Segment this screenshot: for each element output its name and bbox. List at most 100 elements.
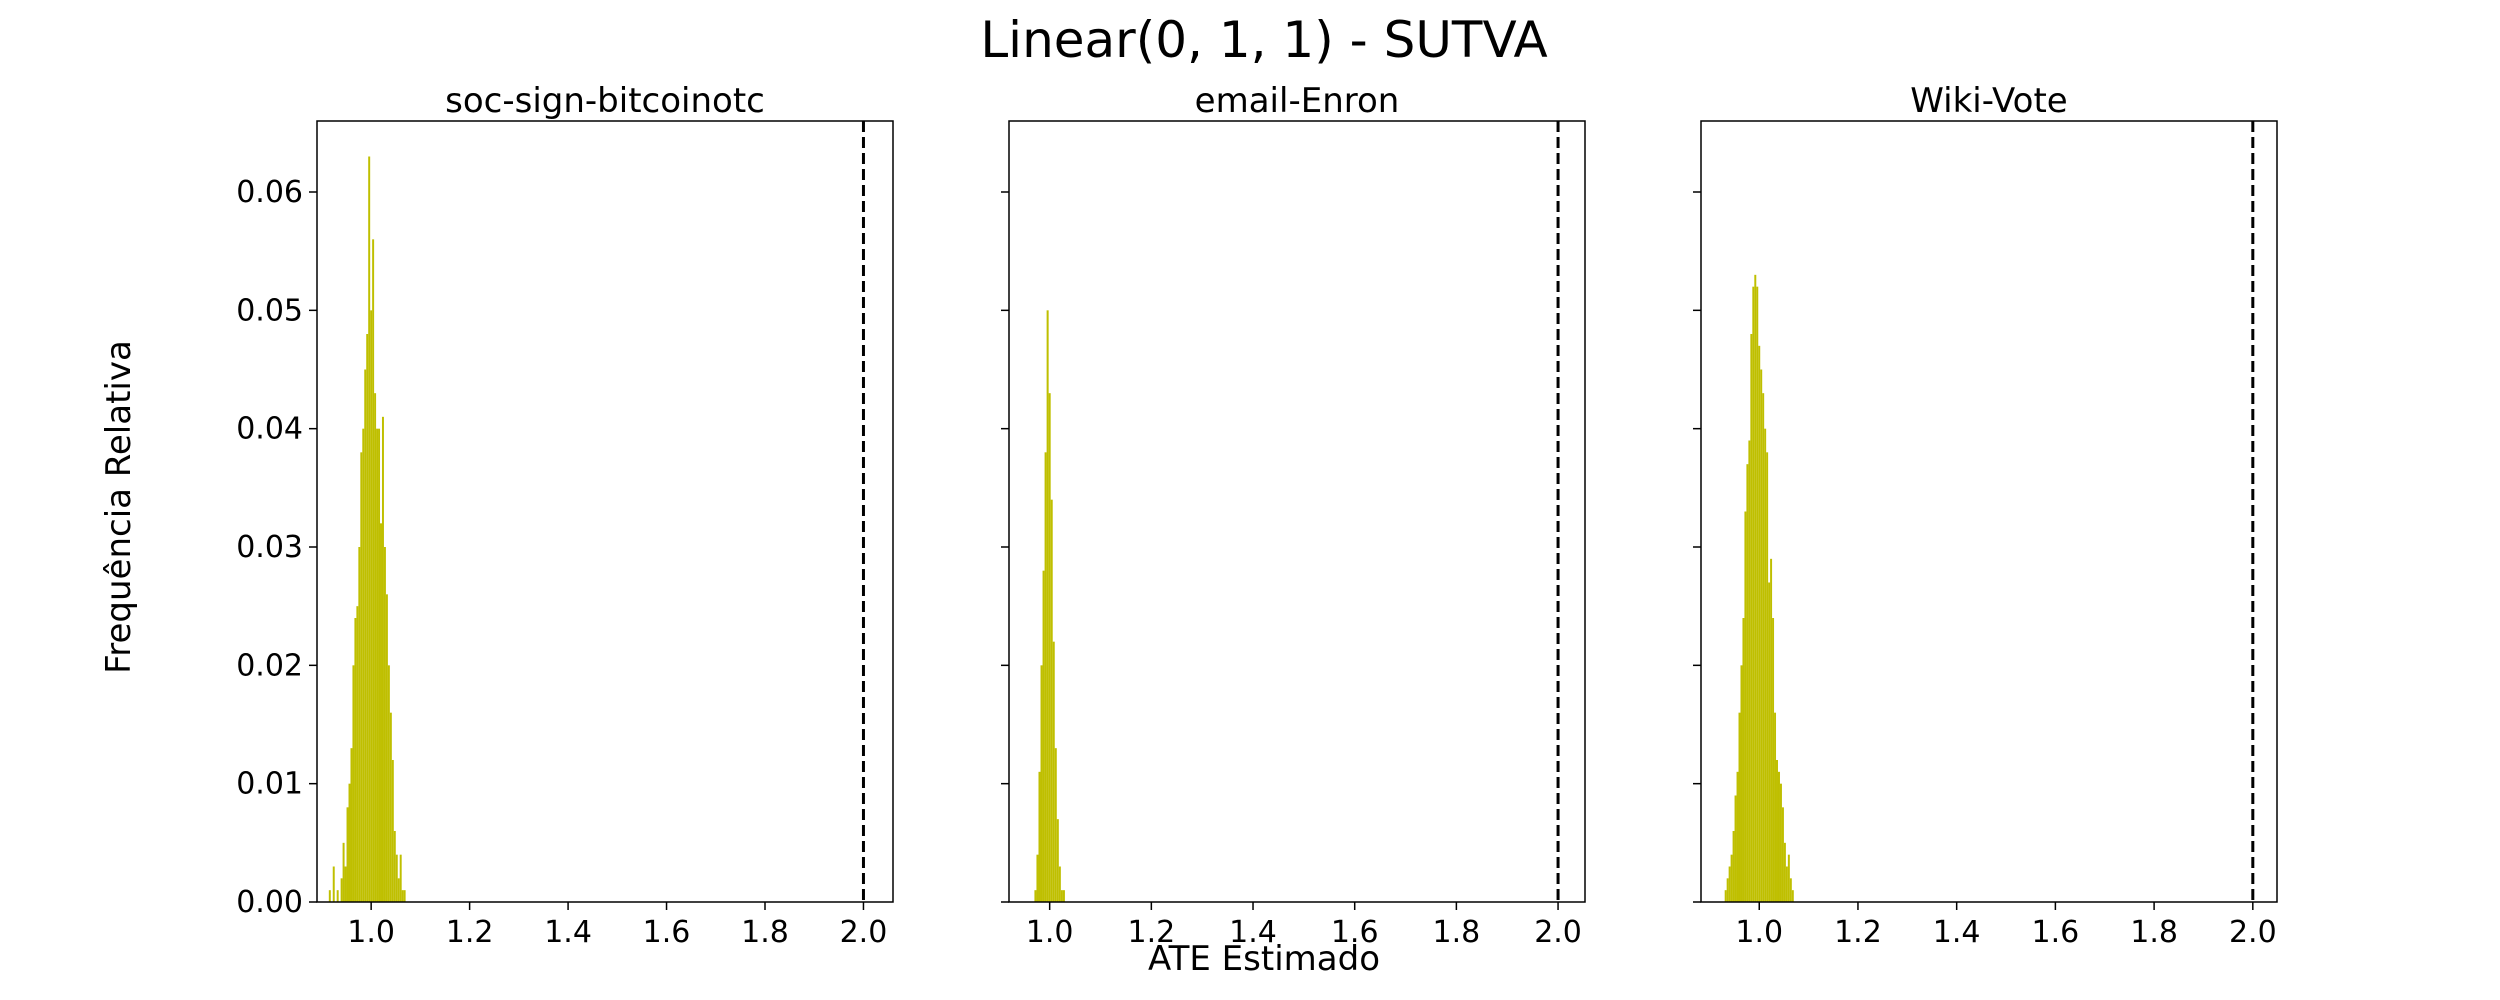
histogram-bar	[1770, 558, 1773, 902]
y-tick-label: 0.02	[236, 648, 303, 683]
histogram-bar	[1740, 665, 1743, 902]
y-axis-label: Frequência Relativa	[99, 340, 139, 674]
histogram-bar	[1048, 393, 1051, 902]
histogram-bar	[387, 665, 390, 902]
histogram-bar	[1728, 866, 1731, 902]
histogram-bar	[1762, 393, 1765, 902]
axes-frame	[1700, 120, 2278, 903]
subplot-title: Wiki-Vote	[1910, 81, 2067, 121]
histogram-bar	[397, 878, 400, 902]
histogram-bar	[1054, 748, 1057, 902]
histogram-bar	[1046, 310, 1049, 903]
histogram-bar	[1752, 286, 1755, 902]
histogram-bar	[1756, 286, 1759, 902]
histogram-bar	[368, 156, 371, 902]
histogram-bar	[336, 890, 339, 902]
histogram-bar	[1746, 464, 1749, 902]
histogram-bar	[1034, 890, 1037, 902]
histogram-bar	[376, 428, 379, 902]
histogram-bar	[1768, 582, 1771, 902]
y-tick-label: 0.00	[236, 885, 303, 920]
histogram-bar	[1732, 831, 1735, 902]
histogram-bar	[358, 547, 361, 902]
histogram-bar	[1787, 854, 1790, 902]
histogram-bar	[332, 866, 335, 902]
histogram-bar	[1750, 334, 1753, 902]
histogram-bars	[1034, 310, 1065, 903]
histogram-bar	[1726, 878, 1729, 902]
histogram-bar	[403, 890, 406, 902]
histogram-bar	[1776, 760, 1778, 902]
axes-frame	[1008, 120, 1586, 903]
histogram-bar	[1738, 712, 1741, 902]
histogram-bar	[344, 866, 347, 902]
x-tick-label: 1.0	[1026, 915, 1074, 950]
histogram-bar	[1044, 452, 1047, 902]
histogram-bar	[1754, 274, 1757, 903]
subplot-2: email-Enron 1.0 1.2 1.4 1.6 1.8 2.0	[1001, 81, 1586, 950]
x-tick-label: 1.6	[2032, 915, 2080, 950]
x-tick-label: 2.0	[2229, 915, 2277, 950]
subplot-title: email-Enron	[1195, 81, 1400, 121]
histogram-bar	[372, 239, 375, 902]
histogram-bar	[364, 369, 367, 902]
histogram-bar	[350, 748, 353, 902]
histogram-bar	[380, 523, 382, 902]
x-tick-label: 1.0	[347, 915, 395, 950]
histogram-bar	[391, 760, 394, 902]
histogram-bar	[1730, 854, 1733, 902]
y-tick-label: 0.06	[236, 175, 303, 210]
histogram-bar	[1734, 795, 1737, 902]
histogram-bar	[1056, 819, 1059, 902]
histogram-bar	[1789, 878, 1792, 902]
subplot-panels: soc-sign-bitcoinotc 1.0 1.2 1.4 1.6 1.8 2.0 0.0…	[236, 81, 2278, 950]
histogram-bar	[1778, 771, 1780, 902]
histogram-bar	[340, 878, 343, 902]
histogram-bar	[378, 428, 381, 902]
x-tick-label: 1.0	[1735, 915, 1783, 950]
histogram-bar	[1058, 866, 1061, 902]
histogram-bar	[1748, 440, 1751, 902]
histogram-bar	[1781, 807, 1784, 902]
x-tick-label: 2.0	[840, 915, 888, 950]
histogram-bar	[1772, 618, 1775, 902]
histogram-bar	[393, 831, 396, 902]
histogram-bar	[1758, 345, 1761, 903]
histogram-bar	[354, 618, 357, 902]
histogram-bars	[1724, 274, 1794, 903]
y-tick-label: 0.05	[236, 293, 303, 328]
histogram-bar	[360, 452, 363, 902]
histogram-bar	[1779, 783, 1782, 902]
histogram-bar	[328, 890, 331, 902]
histogram-bar	[366, 334, 369, 902]
histogram-bar	[1785, 866, 1788, 902]
histogram-bar	[1742, 618, 1745, 902]
histogram-bar	[1724, 890, 1727, 902]
histogram-bar	[1766, 452, 1769, 902]
x-tick-label: 1.8	[1433, 915, 1481, 950]
y-tick-label: 0.01	[236, 767, 303, 802]
histogram-bar	[1060, 890, 1063, 902]
subplot-title: soc-sign-bitcoinotc	[445, 81, 765, 121]
histogram-bar	[1774, 712, 1777, 902]
axes-frame	[316, 120, 894, 903]
histogram-bar	[1760, 369, 1763, 902]
x-axis-label: ATE Estimado	[1148, 939, 1380, 979]
subplot-1: soc-sign-bitcoinotc 1.0 1.2 1.4 1.6 1.8 2.0 0.0…	[236, 81, 894, 950]
histogram-bar	[1736, 771, 1739, 902]
histogram-bar	[385, 594, 388, 902]
histogram-bar	[1791, 890, 1794, 902]
x-tick-label: 1.2	[1834, 915, 1882, 950]
x-tick-label: 1.4	[1229, 915, 1277, 950]
histogram-bar	[1062, 890, 1065, 902]
x-tick-label: 1.6	[1331, 915, 1379, 950]
histogram-bar	[1783, 842, 1786, 902]
histogram-bar	[395, 854, 398, 902]
x-tick-label: 1.6	[643, 915, 691, 950]
histogram-bar	[342, 842, 345, 902]
histogram-bar	[1052, 641, 1055, 902]
histogram-bar	[356, 606, 359, 902]
x-tick-label: 2.0	[1534, 915, 1582, 950]
histogram-bar	[374, 393, 377, 902]
